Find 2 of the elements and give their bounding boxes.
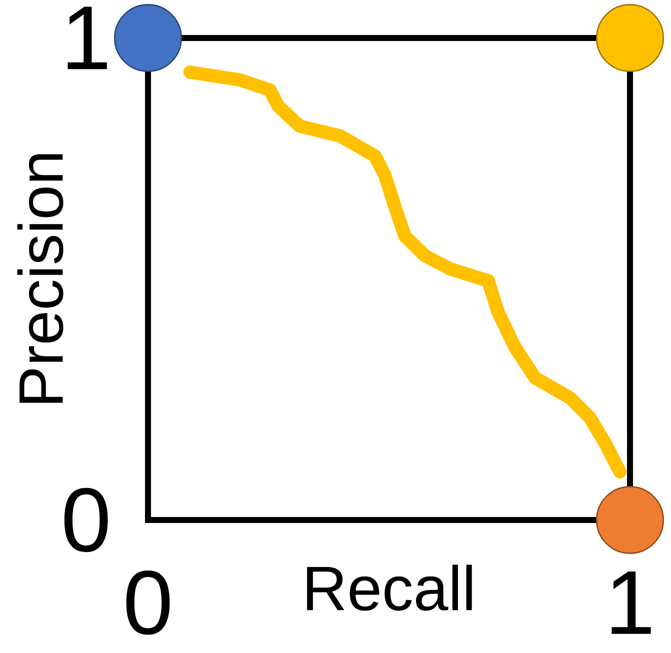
x-axis-title: Recall xyxy=(307,564,472,611)
y-axis-title: Precision xyxy=(17,154,64,403)
